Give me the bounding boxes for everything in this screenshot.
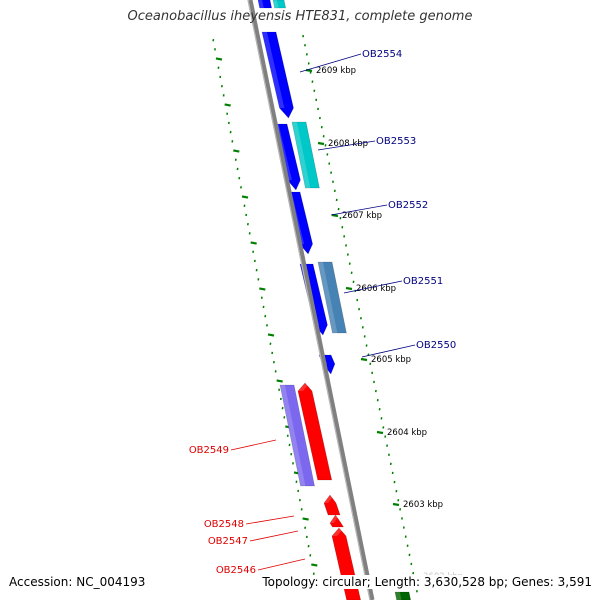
leader-line [257, 558, 306, 571]
gene-ob2547-shade [330, 515, 340, 523]
gene-top-cyan [272, 0, 286, 9]
gene-ob2551 [317, 261, 347, 334]
gene-ob2549-alt-body [279, 384, 315, 487]
gene-ob2548-shade [324, 495, 335, 503]
ruler-dot [302, 517, 309, 521]
gene-ob2549 [297, 382, 333, 481]
gene-label-forward: OB2554 [362, 49, 402, 60]
backbone [247, 0, 375, 600]
gene-bottom-green-body [394, 591, 411, 600]
gene-label-forward: OB2551 [403, 276, 443, 287]
ruler-dot [233, 149, 240, 153]
gene-bottom-green [394, 591, 411, 600]
leader-line [249, 530, 299, 542]
backbone-highlight [247, 0, 371, 600]
leader-line [330, 204, 388, 216]
ruler-dot [250, 241, 257, 245]
tick-mark [392, 502, 400, 507]
gene-ob2551-body [317, 261, 347, 334]
gene-ob2548-body [323, 494, 341, 516]
accession-label: Accession: NC_004193 [7, 575, 148, 589]
tick-mark [331, 213, 339, 218]
gene-labels: OB2554 OB2553 OB2552 OB2551 OB2550 OB2549 OB25… [189, 49, 456, 576]
genome-summary-label: Topology: circular; Length: 3,630,528 bp… [260, 575, 594, 589]
gene-ob2546 [331, 527, 361, 600]
gene-top-cyan-shade [273, 0, 279, 8]
tick-label: 2606 kbp [356, 284, 396, 294]
ruler-dot [224, 103, 231, 107]
gene-ob2549-alt-shade [280, 385, 306, 486]
leader-line [230, 439, 277, 451]
leader-line [317, 140, 376, 151]
gene-label-reverse: OB2546 [216, 565, 256, 576]
gene-ob2551-shade [318, 262, 338, 333]
tick-label: 2608 kbp [328, 139, 368, 149]
ruler-dot [311, 563, 318, 567]
outer-ruler [212, 34, 418, 593]
tick-label: 2603 kbp [403, 500, 443, 510]
tick-label: 2607 kbp [342, 211, 382, 221]
gene-ob2554-shade [262, 32, 285, 108]
gene-label-reverse: OB2547 [208, 536, 248, 547]
gene-bottom-green-shade [395, 592, 402, 600]
gene-ob2546-shade [332, 528, 344, 536]
gene-ob2553 [291, 121, 320, 189]
gene-ob2547-body [329, 514, 344, 528]
gene-top-cyan-body [272, 0, 286, 9]
tick-mark [376, 430, 384, 435]
ruler-dot [215, 57, 223, 61]
gene-ob2553-shade [292, 122, 311, 188]
gene-label-reverse: OB2548 [204, 519, 244, 530]
tick-marks: 2609 kbp 2608 kbp 2607 kbp 2606 kbp 2605 kbp… [305, 66, 463, 582]
tick-label: 2604 kbp [387, 428, 427, 438]
gene-ob2546-body [331, 527, 361, 600]
ruler-dot [267, 333, 275, 337]
gene-ob2549-alt [279, 384, 315, 487]
tick-label: 2609 kbp [316, 66, 356, 76]
tick-mark [360, 357, 368, 362]
ruler-dot [241, 195, 249, 199]
gene-label-reverse: OB2549 [189, 445, 229, 456]
tick-label: 2605 kbp [371, 355, 411, 365]
gene-ob2549-body [297, 382, 333, 481]
tick-mark [345, 286, 353, 291]
gene-label-forward: OB2552 [388, 200, 428, 211]
gene-top-blue-shade [258, 0, 264, 8]
gene-top-blue [257, 0, 272, 9]
gene-ob2548 [323, 494, 341, 516]
backbone-line [247, 0, 375, 600]
tick-mark [317, 141, 325, 146]
ruler-dot [276, 379, 283, 383]
gene-ob2554-body [261, 31, 294, 119]
gene-top-blue-body [257, 0, 272, 9]
gene-features [257, 0, 411, 600]
gene-ob2547 [329, 514, 344, 528]
map-title: Oceanobacillus iheyensis HTE831, complet… [127, 9, 473, 24]
gene-label-forward: OB2550 [416, 340, 456, 351]
leader-line [245, 515, 295, 525]
leader-line [299, 53, 362, 73]
gene-ob2553-body [291, 121, 320, 189]
gene-label-forward: OB2553 [376, 136, 416, 147]
gene-ob2554 [261, 31, 294, 119]
leader-line [361, 344, 416, 358]
gene-ob2549-shade [298, 383, 310, 391]
ruler-dot [259, 287, 266, 291]
leader-line [343, 280, 403, 294]
